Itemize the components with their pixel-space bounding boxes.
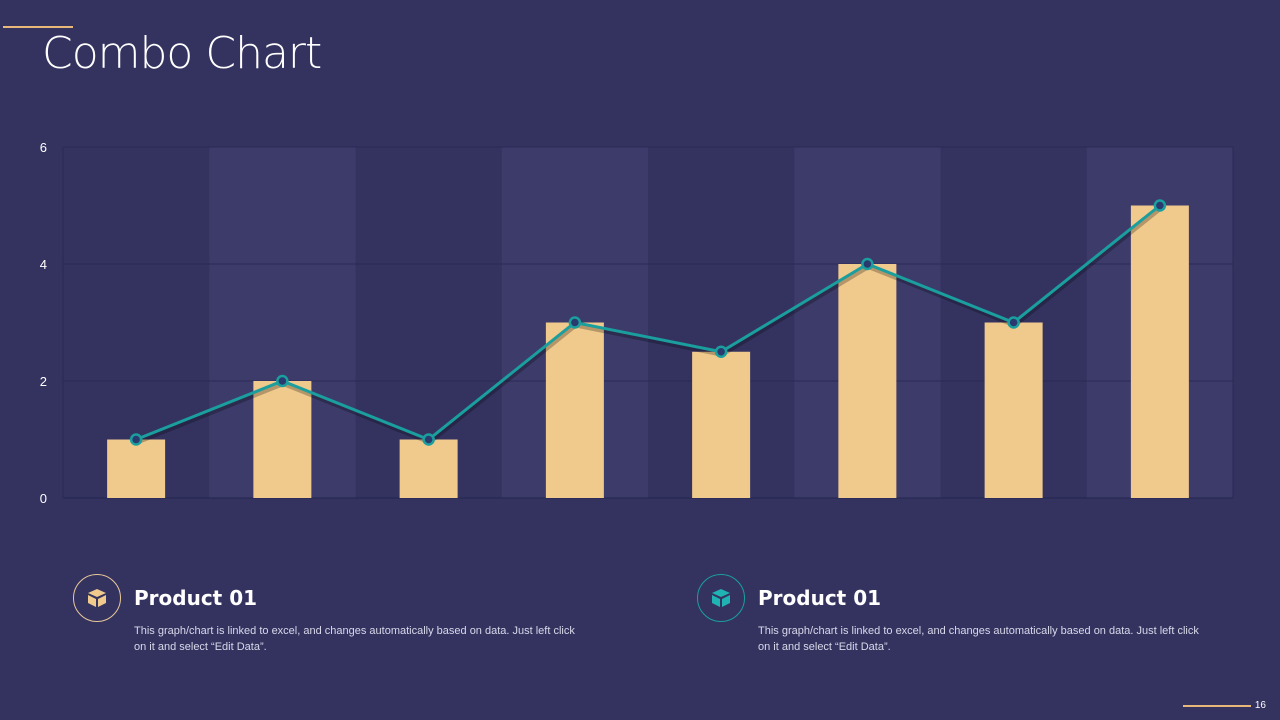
line-series xyxy=(135,204,1161,442)
product-name: Product 01 xyxy=(758,586,882,610)
line-point xyxy=(276,374,289,388)
line-point xyxy=(422,433,435,446)
page-number: 16 xyxy=(1254,700,1266,711)
combo-chart: 0 2 4 6 xyxy=(40,140,1234,506)
y-tick-label: 6 xyxy=(40,140,47,155)
title-accent-line xyxy=(3,26,73,28)
y-tick-label: 4 xyxy=(40,257,47,272)
bar xyxy=(692,351,751,498)
bar xyxy=(838,264,897,498)
box-icon xyxy=(73,574,121,622)
line-point xyxy=(1007,316,1020,329)
bar xyxy=(107,439,166,498)
line-shadow xyxy=(136,206,1163,445)
y-tick-label: 2 xyxy=(40,374,47,389)
line-point xyxy=(714,345,728,358)
product-description: This graph/chart is linked to excel, and… xyxy=(134,625,575,653)
line-point xyxy=(861,257,874,271)
product-description: This graph/chart is linked to excel, and… xyxy=(758,625,1199,653)
y-tick-label: 0 xyxy=(40,491,47,506)
page-title: Combo Chart xyxy=(42,28,322,79)
line-point xyxy=(568,316,582,329)
footer-accent-line xyxy=(1183,705,1251,707)
bar xyxy=(399,439,458,498)
box-icon xyxy=(697,574,745,622)
bar xyxy=(545,322,604,498)
bar xyxy=(984,322,1043,498)
bar xyxy=(1130,205,1189,498)
bar xyxy=(253,381,312,498)
line-point xyxy=(1153,199,1167,212)
product-name: Product 01 xyxy=(134,586,258,610)
line-point xyxy=(129,433,143,446)
